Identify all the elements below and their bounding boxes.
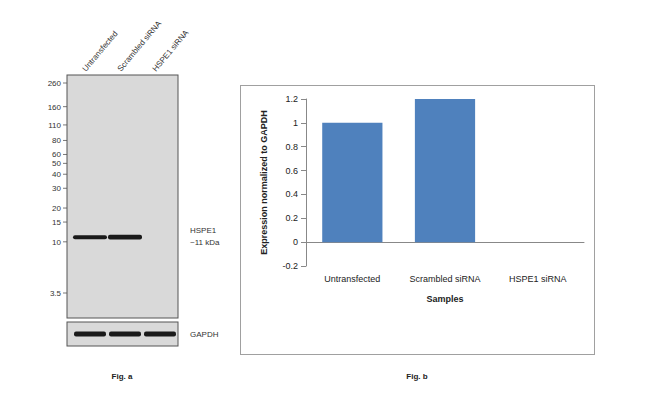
svg-text:160: 160 [48, 103, 62, 112]
svg-text:Samples: Samples [426, 294, 463, 304]
svg-text:0.6: 0.6 [285, 166, 298, 176]
svg-text:HSPE1: HSPE1 [190, 226, 217, 235]
svg-text:GAPDH: GAPDH [190, 330, 219, 339]
svg-text:HSPE1 siRNA: HSPE1 siRNA [151, 28, 191, 73]
svg-text:Scrambled siRNA: Scrambled siRNA [409, 274, 480, 284]
svg-text:~11 kDa: ~11 kDa [190, 238, 220, 247]
svg-text:0.8: 0.8 [285, 142, 298, 152]
svg-text:1.2: 1.2 [285, 94, 298, 104]
svg-text:110: 110 [48, 121, 61, 130]
svg-text:1: 1 [293, 118, 298, 128]
html-text:Fig. b: Fig. b [406, 372, 428, 381]
html-text:Fig. a: Fig. a [111, 372, 133, 381]
svg-text:50: 50 [52, 159, 61, 168]
svg-text:30: 30 [52, 184, 61, 193]
svg-text:0: 0 [293, 237, 298, 247]
svg-text:260: 260 [48, 79, 62, 88]
svg-text:Untransfected: Untransfected [81, 29, 120, 73]
svg-text:Expression normalized to GAPDH: Expression normalized to GAPDH [259, 110, 269, 255]
svg-text:15: 15 [52, 218, 61, 227]
svg-text:80: 80 [52, 136, 61, 145]
svg-text:Scrambled siRNA: Scrambled siRNA [115, 19, 164, 74]
svg-text:0.2: 0.2 [285, 213, 298, 223]
svg-text:-0.2: -0.2 [282, 261, 298, 271]
svg-text:0.4: 0.4 [285, 189, 298, 199]
svg-text:Untransfected: Untransfected [324, 274, 380, 284]
svg-text:10: 10 [52, 238, 61, 247]
svg-text:3.5: 3.5 [50, 289, 62, 298]
svg-text:20: 20 [52, 204, 61, 213]
svg-text:40: 40 [52, 170, 61, 179]
svg-text:60: 60 [52, 150, 61, 159]
svg-text:HSPE1 siRNA: HSPE1 siRNA [509, 274, 567, 284]
